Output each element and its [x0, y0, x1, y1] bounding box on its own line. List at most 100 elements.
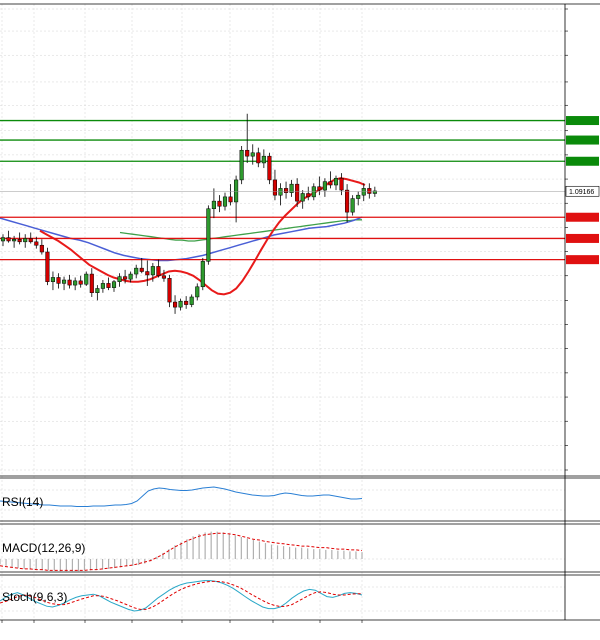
candle-body	[6, 237, 11, 242]
candle-body	[317, 186, 322, 191]
candle-body	[117, 276, 122, 282]
candle-body	[217, 200, 222, 207]
bear-candle	[45, 247, 50, 286]
candle-body	[156, 266, 161, 277]
bull-candle	[150, 263, 155, 282]
bear-candle	[284, 181, 289, 199]
bear-candle	[39, 239, 44, 255]
candle-body	[272, 179, 277, 196]
candle-body	[89, 273, 94, 293]
candle-body	[173, 301, 178, 308]
bull-candle	[350, 195, 355, 216]
macd-title: MACD(12,26,9)	[2, 541, 85, 555]
bull-candle	[372, 186, 377, 197]
bull-candle	[356, 191, 361, 206]
candle-body	[195, 286, 200, 298]
candle-body	[73, 280, 78, 286]
current-price-marker: 1.09166	[0, 185, 600, 197]
bull-candle	[84, 271, 89, 286]
bear-candle	[306, 186, 311, 201]
level-price-box	[566, 212, 599, 222]
bull-candle	[206, 205, 211, 265]
bull-candle	[211, 188, 216, 219]
bear-candle	[56, 273, 61, 289]
candle-body	[311, 186, 316, 198]
candle-body	[12, 239, 17, 242]
bear-candle	[267, 152, 272, 185]
candle-body	[206, 208, 211, 262]
candle-body	[245, 149, 250, 157]
candle-body	[23, 238, 28, 243]
candle-body	[34, 241, 39, 246]
bull-candle	[62, 276, 67, 291]
level-price-box	[566, 255, 599, 265]
candle-body	[150, 266, 155, 276]
candle-body	[250, 152, 255, 157]
bear-candle	[173, 295, 178, 314]
bull-candle	[189, 294, 194, 308]
candle-body	[200, 261, 205, 288]
bear-candle	[317, 176, 322, 196]
candle-body	[328, 181, 333, 186]
bull-candle	[261, 149, 266, 169]
bull-candle	[222, 192, 228, 211]
bear-candle	[123, 269, 128, 284]
candle-body	[56, 277, 61, 284]
candle-body	[67, 279, 72, 286]
candle-body	[184, 300, 189, 305]
candle-body	[62, 279, 67, 284]
price-axis	[565, 8, 568, 471]
level-price-box	[566, 233, 599, 243]
bear-candle	[256, 147, 261, 168]
candle-body	[139, 267, 144, 272]
bear-candle	[217, 195, 222, 213]
candle-body	[189, 296, 194, 305]
bear-candle	[184, 296, 189, 309]
level-price-box	[566, 116, 599, 126]
candle-body	[178, 300, 183, 308]
bear-candle	[367, 183, 372, 199]
candle-body	[350, 198, 355, 213]
bull-candle	[234, 175, 239, 223]
candle-body	[339, 177, 344, 191]
current-price-label: 1.09166	[569, 189, 594, 196]
rsi-line	[0, 486, 363, 507]
grid	[0, 4, 565, 620]
candle-body	[300, 193, 305, 202]
bear-candle	[106, 277, 111, 291]
candle-body	[167, 278, 172, 303]
bull-candle	[12, 235, 17, 248]
candle-body	[256, 152, 261, 164]
level-price-box	[566, 156, 599, 166]
stoch-title: Stoch(9,6,3)	[2, 590, 67, 604]
candle-body	[111, 281, 117, 288]
candle-body	[123, 276, 128, 280]
candle-body	[145, 271, 150, 276]
stoch-panel	[0, 580, 565, 612]
rsi-panel	[0, 486, 565, 511]
candle-body	[95, 288, 100, 293]
bull-candle	[117, 273, 122, 287]
candle-body	[106, 283, 111, 288]
candle-body	[367, 188, 372, 194]
candle-body	[289, 183, 294, 193]
bear-candle	[139, 257, 144, 274]
bull-candle	[250, 144, 255, 165]
bull-candle	[134, 264, 139, 279]
candle-body	[17, 239, 22, 243]
candle-body	[100, 283, 105, 289]
bear-candle	[28, 232, 33, 244]
bull-candle	[289, 179, 294, 197]
bull-candle	[300, 190, 305, 209]
candle-body	[267, 155, 272, 181]
level-price-box	[566, 135, 599, 145]
bull-candle	[128, 271, 133, 283]
bull-candle	[333, 175, 339, 191]
bull-candle	[23, 234, 28, 248]
pivot-levels	[0, 116, 599, 265]
bull-candle	[95, 285, 100, 301]
current-price-box	[565, 185, 600, 197]
